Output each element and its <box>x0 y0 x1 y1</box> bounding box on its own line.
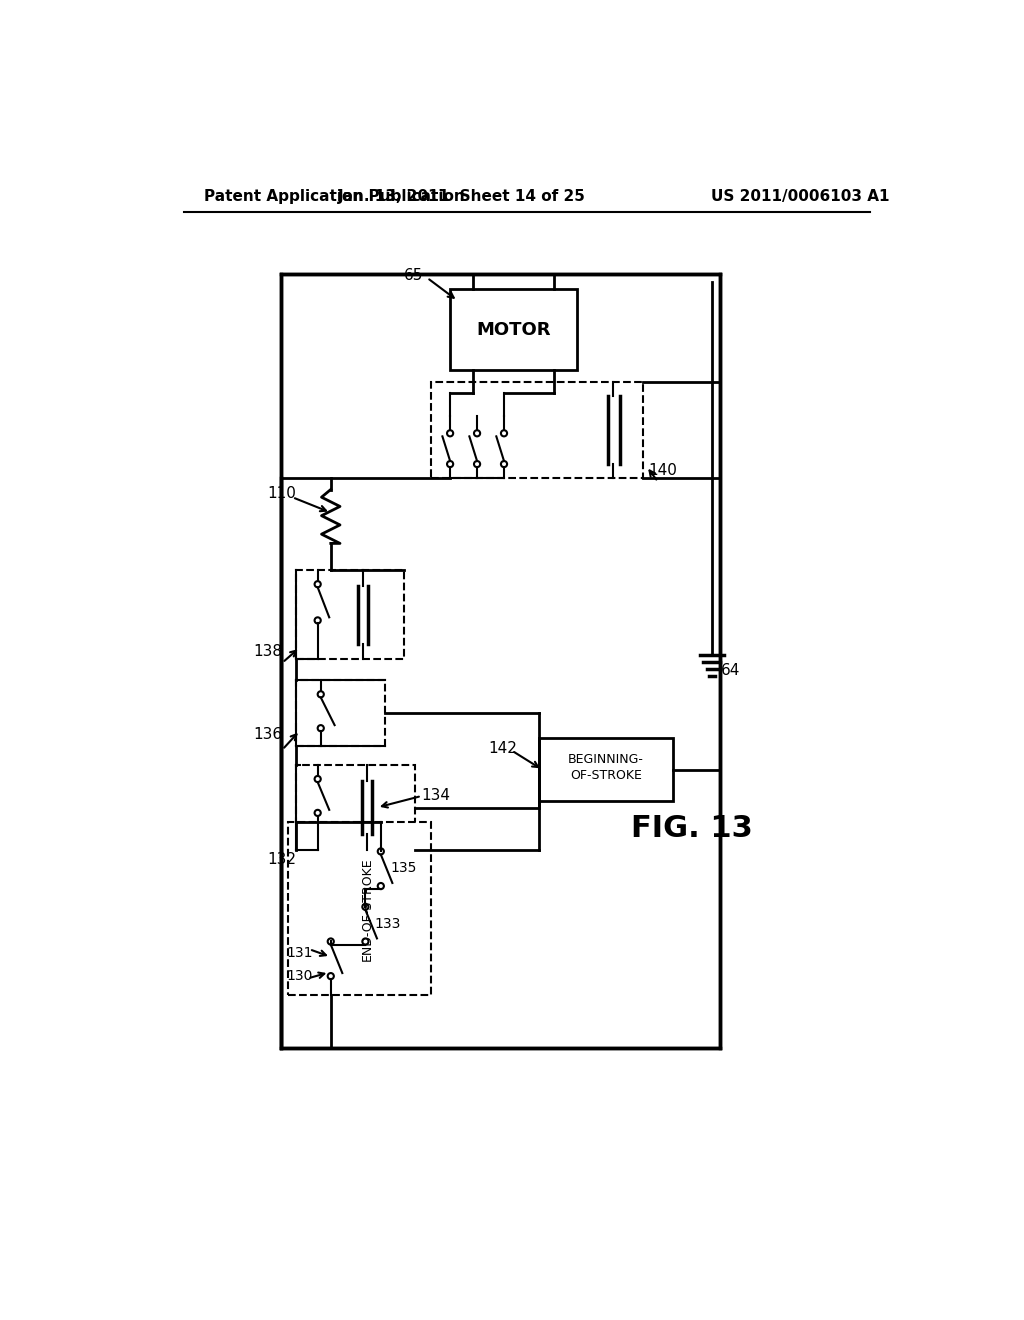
Text: 110: 110 <box>267 486 297 500</box>
Bar <box>451 289 578 370</box>
Text: 140: 140 <box>649 463 678 478</box>
Bar <box>289 822 431 995</box>
Text: 130: 130 <box>286 969 312 983</box>
Text: FIG. 13: FIG. 13 <box>631 814 753 842</box>
Text: Patent Application Publication: Patent Application Publication <box>204 189 465 205</box>
Text: 64: 64 <box>721 663 740 678</box>
Text: Jan. 13, 2011  Sheet 14 of 25: Jan. 13, 2011 Sheet 14 of 25 <box>338 189 586 205</box>
Text: MOTOR: MOTOR <box>476 321 551 339</box>
Bar <box>296 766 416 850</box>
Text: END-OF-STROKE: END-OF-STROKE <box>360 857 374 961</box>
Text: 134: 134 <box>422 788 451 804</box>
Text: 135: 135 <box>390 862 417 875</box>
Text: 131: 131 <box>286 946 312 960</box>
Bar <box>281 275 720 1048</box>
Bar <box>431 381 643 478</box>
Text: BEGINNING-: BEGINNING- <box>568 754 644 767</box>
Text: OF-STROKE: OF-STROKE <box>570 768 642 781</box>
Text: 132: 132 <box>267 851 296 867</box>
Text: 65: 65 <box>403 268 423 282</box>
Text: 142: 142 <box>488 741 517 756</box>
Text: 138: 138 <box>254 644 283 659</box>
Text: US 2011/0006103 A1: US 2011/0006103 A1 <box>712 189 890 205</box>
Text: 133: 133 <box>375 917 401 931</box>
Bar <box>296 570 403 659</box>
Bar <box>296 681 385 746</box>
Text: 136: 136 <box>254 727 283 742</box>
Bar <box>539 738 674 801</box>
